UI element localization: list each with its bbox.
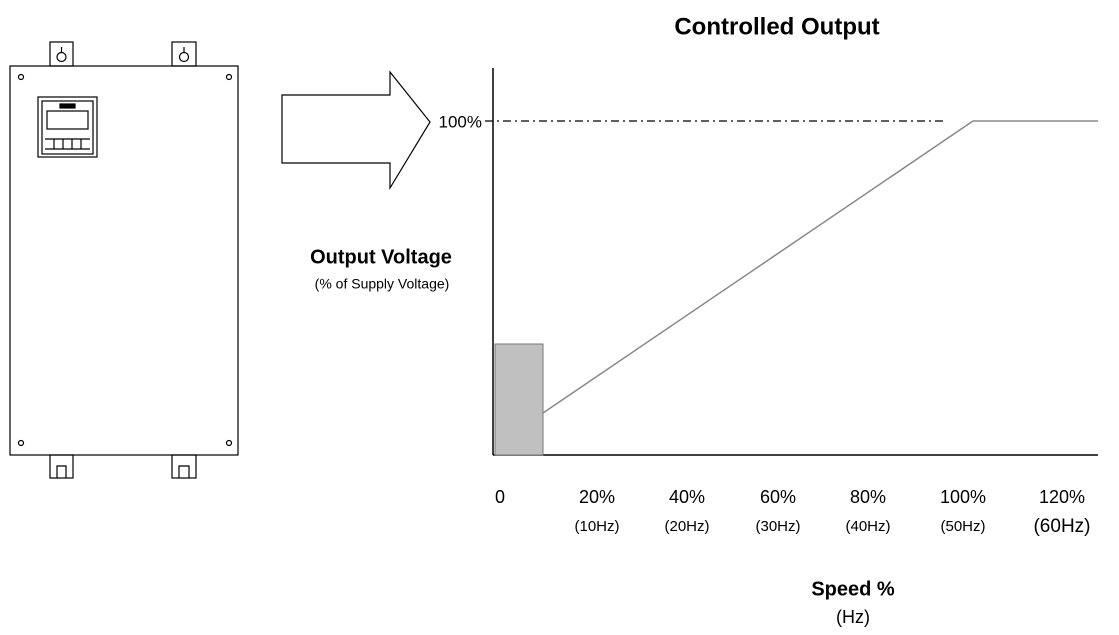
x-tick-label: 60% xyxy=(760,487,796,507)
arrow xyxy=(282,72,430,188)
diagram: Controlled Output Output Voltage (% of S… xyxy=(0,0,1119,635)
slot xyxy=(57,466,66,478)
voltage-curve xyxy=(543,121,1098,413)
display xyxy=(47,111,88,129)
y-axis-label: Output Voltage xyxy=(310,246,452,268)
mount-tab xyxy=(172,42,196,66)
keys xyxy=(45,139,90,149)
x-tick-sublabel: (20Hz) xyxy=(664,518,709,535)
x-tick-label: 0 xyxy=(495,487,505,507)
mount-tab xyxy=(50,42,73,66)
x-tick-label: 100% xyxy=(940,487,986,507)
drive-unit xyxy=(10,42,238,478)
x-tick-sublabel: (40Hz) xyxy=(845,518,890,535)
y-tick-label: 100% xyxy=(439,112,482,131)
x-tick-label: 120% xyxy=(1039,487,1085,507)
x-ticks: 0 20% (10Hz) 40% (20Hz) 60% (30Hz) 80% (40Hz) 100… xyxy=(495,487,1091,537)
screw xyxy=(19,75,24,80)
enclosure xyxy=(10,66,238,455)
x-tick-label: 40% xyxy=(669,487,705,507)
keypad-inner xyxy=(42,101,93,154)
x-axis-label: Speed % xyxy=(811,578,895,600)
x-tick-label: 80% xyxy=(850,487,886,507)
x-tick-sublabel: (30Hz) xyxy=(755,518,800,535)
keyhole xyxy=(57,53,66,62)
x-tick-label: 20% xyxy=(579,487,615,507)
screw xyxy=(227,441,232,446)
slot xyxy=(179,466,189,478)
title: Controlled Output xyxy=(674,13,879,40)
x-axis-sublabel: (Hz) xyxy=(836,607,870,627)
x-tick-sublabel: (60Hz) xyxy=(1033,516,1090,537)
x-tick-sublabel: (50Hz) xyxy=(940,518,985,535)
screw xyxy=(227,75,232,80)
logo xyxy=(60,104,75,108)
y-axis-sublabel: (% of Supply Voltage) xyxy=(315,276,450,292)
boost-region xyxy=(495,344,543,455)
keyhole xyxy=(180,53,189,62)
screw xyxy=(19,441,24,446)
x-tick-sublabel: (10Hz) xyxy=(574,518,619,535)
